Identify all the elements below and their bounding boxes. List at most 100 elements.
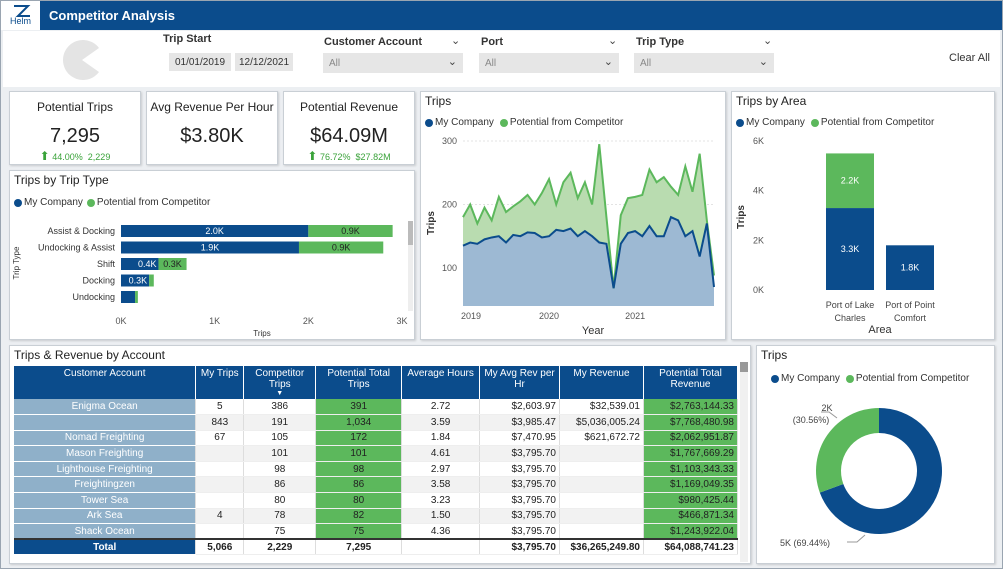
column-header[interactable]: Average Hours xyxy=(401,366,481,399)
column-header[interactable]: Potential Total Trips xyxy=(315,366,403,399)
table-row[interactable]: 843 191 1,034 3.59 $3,985.47 $5,036,005.24 $7,… xyxy=(14,414,739,431)
potential-trips-label: Potential Trips xyxy=(36,100,114,114)
table-row[interactable]: Tower Sea 80 80 3.23 $3,795.70 $980,425.44 xyxy=(14,492,739,509)
customer-account-label: Customer Account xyxy=(324,36,422,48)
table-cell: $3,985.47 xyxy=(479,414,560,431)
clear-all-button[interactable]: Clear All xyxy=(949,52,990,64)
area-data-label: 2.2K xyxy=(841,176,860,186)
column-header[interactable]: Competitor Trips ▼ xyxy=(243,366,317,399)
trips-x-tick: 2020 xyxy=(539,311,559,321)
table-cell: $5,036,005.24 xyxy=(559,414,644,431)
column-header[interactable]: Potential Total Revenue xyxy=(643,366,739,399)
trip-type-data-label: 2.0K xyxy=(205,226,224,236)
table-cell: 3.23 xyxy=(401,492,481,509)
column-header[interactable]: Customer Account xyxy=(14,366,197,399)
date-from-input[interactable]: 01/01/2019 xyxy=(169,53,231,71)
table-cell xyxy=(195,461,245,478)
trips-company-line xyxy=(462,215,715,289)
table-cell: 98 xyxy=(315,461,403,478)
legend-my-company: My Company xyxy=(746,117,805,128)
table-row[interactable]: Freightingzen 86 86 3.58 $3,795.70 $1,169,049… xyxy=(14,476,739,494)
table-cell: $3,795.70 xyxy=(479,445,560,462)
trips-y-tick: 100 xyxy=(442,263,457,273)
port-collapse-icon[interactable]: ⌄ xyxy=(608,35,618,47)
table-cell: $466,871.34 xyxy=(643,508,739,525)
potential-revenue-delta-value: $27.82M xyxy=(355,152,391,162)
trips-x-tick: 2021 xyxy=(625,311,645,321)
table-cell xyxy=(559,476,644,494)
potential-trips-pct: 44.00% xyxy=(52,152,83,162)
port-dropdown[interactable]: All ⌄ xyxy=(479,53,619,73)
port-label: Port xyxy=(481,36,503,48)
trip-type-data-label: 1.9K xyxy=(201,243,220,253)
table-cell: 191 xyxy=(243,414,317,431)
donut-competitor-value: 2K xyxy=(821,403,832,413)
trip-type-legend: My Company Potential from Competitor xyxy=(14,197,210,208)
potential-trips-card: Potential Trips 7,295 ⬆ 44.00% 2,229 xyxy=(9,91,141,165)
area-category-label: Charles xyxy=(834,313,866,323)
trip-start-label: Trip Start xyxy=(163,33,212,45)
customer-account-dropdown[interactable]: All ⌄ xyxy=(323,53,463,73)
customer-account-collapse-icon[interactable]: ⌄ xyxy=(451,35,461,47)
table-cell: $2,062,951.87 xyxy=(643,430,739,447)
table-cell: $36,265,249.80 xyxy=(559,538,644,556)
table-row[interactable]: Ark Sea 4 78 82 1.50 $3,795.70 $466,871.34 xyxy=(14,508,739,525)
table-scrollbar[interactable] xyxy=(740,362,748,562)
legend-competitor: Potential from Competitor xyxy=(96,197,211,208)
table-row[interactable]: Nomad Freighting 67 105 172 1.84 $7,470.95 $62… xyxy=(14,430,739,447)
trip-type-chart: Assist & Docking 2.0K 0.9K Undocking & Assi… xyxy=(12,225,408,338)
column-header[interactable]: My Trips xyxy=(195,366,245,399)
port-value: All xyxy=(485,57,497,69)
column-header[interactable]: My Avg Rev per Hr xyxy=(479,366,560,399)
trip-type-category-label: Assist & Docking xyxy=(47,226,115,236)
trip-type-collapse-icon[interactable]: ⌄ xyxy=(763,35,773,47)
area-y-tick: 6K xyxy=(753,136,764,146)
table-row[interactable]: Enigma Ocean 5 386 391 2.72 $2,603.97 $32,539.… xyxy=(14,399,739,416)
legend-dot-competitor xyxy=(86,198,95,207)
table-cell: 1.84 xyxy=(401,430,481,447)
trip-type-bar xyxy=(121,258,159,270)
legend-dot-competitor xyxy=(845,374,854,383)
legend-dot-competitor xyxy=(810,118,819,127)
table-cell: 4.61 xyxy=(401,445,481,462)
trip-type-category-label: Docking xyxy=(82,276,115,286)
table-total-row[interactable]: Total 5,066 2,229 7,295 $3,795.70 $36,265,249… xyxy=(14,538,739,556)
trip-type-category-label: Undocking xyxy=(72,292,115,302)
table-cell: $1,103,343.33 xyxy=(643,461,739,478)
trip-type-category-label: Shift xyxy=(97,259,116,269)
table-cell: $980,425.44 xyxy=(643,492,739,509)
area-category-label: Port of Point xyxy=(885,300,935,310)
date-to-input[interactable]: 12/12/2021 xyxy=(235,53,293,71)
trips-revenue-table-panel: Trips & Revenue by Account Customer Acco… xyxy=(9,345,751,564)
potential-trips-value: 7,295 xyxy=(49,125,101,147)
table-cell: $3,795.70 xyxy=(479,523,560,540)
trip-type-data-label: 0.3K xyxy=(129,276,148,286)
trips-y-tick: 200 xyxy=(442,199,457,209)
table-header-row: Customer Account My Trips Competitor Trips… xyxy=(14,366,739,399)
donut-slice-company xyxy=(819,408,942,534)
table-cell: Nomad Freighting xyxy=(14,430,197,447)
table-cell: $64,088,741.23 xyxy=(643,538,739,556)
potential-revenue-label: Potential Revenue xyxy=(299,100,399,114)
table-cell: 2.72 xyxy=(401,399,481,416)
trip-type-data-label: 0.9K xyxy=(332,243,351,253)
trips-by-trip-type-panel: Trips by Trip Type My Company Potential … xyxy=(9,170,415,340)
table-cell: Ark Sea xyxy=(14,508,197,525)
table-cell xyxy=(559,523,644,540)
trip-type-scrollbar[interactable] xyxy=(408,221,413,311)
table-cell: 4.36 xyxy=(401,523,481,540)
table-cell xyxy=(14,414,197,431)
trip-type-dropdown[interactable]: All ⌄ xyxy=(634,53,774,73)
table-row[interactable]: Mason Freighting 101 101 4.61 $3,795.70 $1,76… xyxy=(14,445,739,462)
legend-dot-company xyxy=(771,374,779,383)
donut-chart-title: Trips xyxy=(761,348,788,362)
table-cell xyxy=(559,445,644,462)
column-header[interactable]: My Revenue xyxy=(559,366,644,399)
table-row[interactable]: Lighthouse Freighting 98 98 2.97 $3,795.70 $1… xyxy=(14,461,739,478)
table-cell: Mason Freighting xyxy=(14,445,197,462)
legend-dot-competitor xyxy=(499,118,508,127)
table-row[interactable]: Shack Ocean 75 75 4.36 $3,795.70 $1,243,922.0… xyxy=(14,523,739,540)
trip-type-data-label: 0.3K xyxy=(163,259,182,269)
trip-type-data-label: 0.9K xyxy=(341,226,360,236)
